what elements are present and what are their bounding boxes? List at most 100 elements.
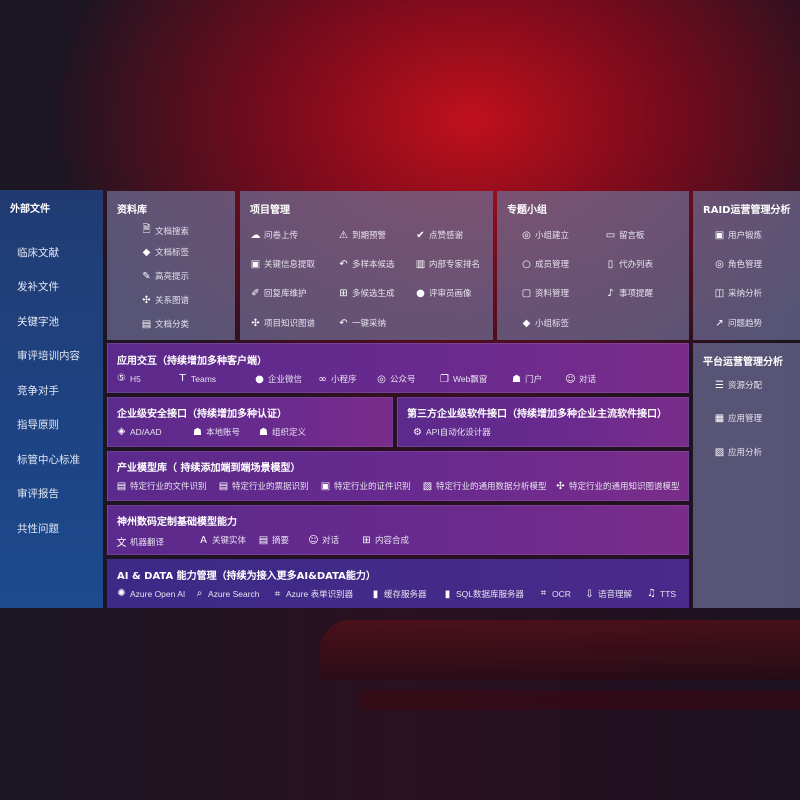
library-item-label: 文档分类: [155, 319, 190, 329]
miniprogram-icon: ∞: [318, 373, 327, 385]
member-icon: ○: [522, 258, 531, 270]
aidata-item[interactable]: ♫ TTS: [646, 588, 676, 599]
group-item[interactable]: ▯ 代办列表: [605, 258, 653, 270]
puzzle-icon: ⊞: [339, 287, 348, 299]
industry-item[interactable]: ✣ 特定行业的通用知识图谱模型: [555, 480, 679, 492]
library-item[interactable]: ✣ 关系图谱: [141, 294, 189, 306]
base-item[interactable]: A 关键实体: [198, 534, 246, 546]
base-item[interactable]: ⊞ 内容合成: [361, 534, 409, 546]
aidata-item[interactable]: ✺ Azure Open AI: [116, 588, 185, 599]
interaction-item[interactable]: ☗ 门户: [511, 373, 542, 385]
interaction-item[interactable]: ☺ 对话: [565, 373, 596, 385]
interaction-item[interactable]: ⑤ H5: [116, 373, 141, 384]
base-item[interactable]: 文机器翻译: [116, 534, 165, 550]
raid-item-label: 采纳分析: [728, 288, 763, 298]
raid-item[interactable]: ↗ 问题趋势: [714, 317, 762, 329]
sidebar-item[interactable]: 审评培训内容: [17, 350, 80, 362]
interaction-item[interactable]: ∞ 小程序: [317, 373, 356, 385]
apps-icon: ▦: [714, 412, 725, 424]
interaction-item[interactable]: ◎ 公众号: [376, 373, 415, 385]
library-title: 资料库: [117, 205, 147, 216]
project-item[interactable]: ☁ 问卷上传: [250, 229, 299, 241]
security-item[interactable]: ◈ AD/AAD: [116, 426, 162, 437]
group-item-label: 事项提醒: [619, 288, 654, 298]
security-item[interactable]: ☗ 组织定义: [258, 426, 306, 438]
project-item[interactable]: ✐ 回复库维护: [250, 287, 306, 299]
sidebar-item[interactable]: 发补文件: [17, 281, 59, 293]
sql-icon: ▮: [444, 588, 451, 600]
project-item-label: 到期预警: [352, 230, 387, 240]
industry-item-label: 特定行业的票据识别: [232, 481, 309, 491]
base-item-label: 对话: [322, 535, 340, 545]
project-item-label: 一键采纳: [352, 318, 387, 328]
base-item-label: 关键实体: [212, 535, 247, 545]
library-item[interactable]: ▤ 文档分类: [141, 318, 189, 330]
id-card-icon: ▣: [714, 229, 725, 241]
base-item-label: 机器翻译: [130, 536, 165, 547]
aidata-item-label: TTS: [660, 588, 677, 599]
library-item[interactable]: ✎ 高亮提示: [141, 270, 189, 282]
group-item[interactable]: ♪ 事项提醒: [605, 287, 653, 299]
project-item[interactable]: ✣ 项目知识图谱: [250, 317, 315, 329]
sidebar-item[interactable]: 竞争对手: [17, 385, 59, 397]
group-item[interactable]: ▢ 资料管理: [521, 287, 569, 299]
ocr-icon: ⌗: [540, 588, 547, 599]
doc-icon: ▤: [116, 480, 127, 492]
base-item[interactable]: ▤ 摘要: [258, 534, 289, 546]
group-icon: ◎: [522, 229, 531, 241]
interaction-item-label: 企业微信: [268, 374, 303, 384]
interaction-item[interactable]: ● 企业微信: [254, 373, 302, 385]
interaction-item[interactable]: T Teams: [177, 373, 216, 384]
sidebar-item[interactable]: 关键字池: [17, 316, 59, 328]
project-item[interactable]: ⚠ 到期预警: [338, 229, 386, 241]
platform-item[interactable]: ☰ 资源分配: [714, 379, 762, 391]
sidebar-item[interactable]: 指导原则: [17, 419, 59, 431]
library-item[interactable]: 🗎 文档搜索: [141, 222, 189, 239]
checklist-icon: ☰: [715, 379, 724, 391]
group-item[interactable]: ◆ 小组标签: [521, 317, 569, 329]
interaction-item-label: H5: [130, 373, 141, 384]
chat-icon: ☺: [565, 373, 576, 385]
aidata-item[interactable]: ⌗ Azure 表单识别器: [272, 588, 353, 600]
base-item[interactable]: ☺ 对话: [308, 534, 339, 546]
aidata-item-label: OCR: [552, 588, 571, 599]
group-item[interactable]: ▭ 留言板: [605, 229, 645, 241]
aidata-item-label: Azure Open AI: [130, 588, 186, 599]
security-item[interactable]: ☗ 本地账号: [192, 426, 240, 438]
platform-item[interactable]: ▦ 应用管理: [714, 412, 762, 424]
project-item[interactable]: ● 评审员画像: [415, 287, 471, 299]
raid-item[interactable]: ◫ 采纳分析: [714, 287, 762, 299]
project-item[interactable]: ▣ 关键信息提取: [250, 258, 315, 270]
sidebar-item[interactable]: 共性问题: [17, 523, 59, 535]
interaction-item-label: Web飘窗: [453, 374, 488, 384]
group-item[interactable]: ○ 成员管理: [521, 258, 569, 270]
industry-item[interactable]: ▣ 特定行业的证件识别: [320, 480, 411, 492]
industry-item[interactable]: ▤ 特定行业的票据识别: [218, 480, 309, 492]
aidata-item[interactable]: ⌕ Azure Search: [194, 588, 260, 599]
sidebar-item[interactable]: 标管中心标准: [17, 454, 80, 466]
industry-item[interactable]: ▤ 特定行业的文件识别: [116, 480, 207, 492]
aidata-item[interactable]: ⌗ OCR: [538, 588, 571, 599]
edit-icon: ✐: [251, 287, 260, 299]
aidata-item[interactable]: ▮ 缓存服务器: [370, 588, 427, 600]
raid-item[interactable]: ◎ 角色管理: [714, 258, 762, 270]
raid-item[interactable]: ▣ 用户锻炼: [714, 229, 762, 241]
industry-item[interactable]: ▧ 特定行业的通用数据分析模型: [422, 480, 547, 492]
sidebar-item[interactable]: 审评报告: [17, 488, 59, 500]
project-item[interactable]: ⊞ 多候选生成: [338, 287, 394, 299]
project-item[interactable]: ↶ 多样本候选: [338, 258, 394, 270]
thirdparty-item[interactable]: ⚙ API自动化设计器: [412, 426, 491, 438]
platform-item[interactable]: ▨ 应用分析: [714, 446, 762, 458]
project-item[interactable]: ✔ 点赞感谢: [415, 229, 463, 241]
aidata-item[interactable]: ⇩ 语音理解: [584, 588, 632, 600]
library-item[interactable]: ◆ 文档标签: [141, 246, 189, 258]
aidata-item[interactable]: ▮ SQL数据库服务器: [442, 588, 524, 600]
aidata-item-label: SQL数据库服务器: [456, 589, 525, 599]
interaction-item[interactable]: ❐ Web飘窗: [439, 373, 487, 385]
project-item[interactable]: ↶ 一键采纳: [338, 317, 386, 329]
group-item[interactable]: ◎ 小组建立: [521, 229, 569, 241]
sidebar-item[interactable]: 临床文献: [17, 247, 59, 259]
group-item-label: 留言板: [619, 230, 645, 240]
thirdparty-title: 第三方企业级软件接口（持续增加多种企业主流软件接口）: [407, 409, 667, 420]
project-item[interactable]: ▥ 内部专家排名: [415, 258, 480, 270]
